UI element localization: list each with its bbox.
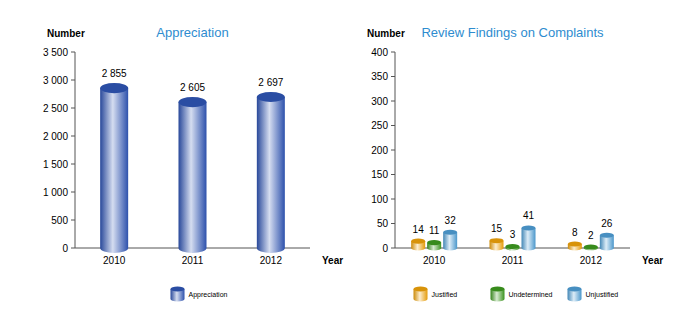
data-label: 8 xyxy=(572,227,578,238)
legend-label: Justified xyxy=(432,291,458,298)
legend-swatch-cap xyxy=(171,287,185,292)
y-tick-label: 150 xyxy=(371,169,388,180)
legend-swatch-cap xyxy=(568,287,582,292)
y-tick xyxy=(71,136,75,137)
y-tick-label: 250 xyxy=(371,120,388,131)
bar xyxy=(257,97,285,253)
data-labels: 2 855 2 605 2 697 xyxy=(102,68,284,93)
y-tick xyxy=(391,248,395,249)
y-tick xyxy=(71,52,75,53)
y-tick-label: 0 xyxy=(382,243,388,254)
y-tick-label: 300 xyxy=(371,96,388,107)
legend-label: Undetermined xyxy=(509,291,553,298)
y-tick-label: 200 xyxy=(371,145,388,156)
y-tick-label: 1 500 xyxy=(43,159,68,170)
y-tick-label: 1 000 xyxy=(43,187,68,198)
bar xyxy=(522,228,536,251)
x-axis-label: Year xyxy=(642,255,663,266)
y-tick-label: 3 000 xyxy=(43,75,68,86)
bar-cap xyxy=(568,242,582,247)
data-label: 2 605 xyxy=(180,82,205,93)
bar-cap xyxy=(600,233,614,238)
bar xyxy=(179,102,207,253)
data-label: 32 xyxy=(445,215,457,226)
bar-cap xyxy=(100,83,128,93)
chart-canvas: AppreciationNumberYear05001 0001 5002 00… xyxy=(0,0,700,331)
y-tick xyxy=(71,220,75,221)
y-tick-label: 3 500 xyxy=(43,47,68,58)
y-tick xyxy=(391,52,395,53)
data-label: 2 xyxy=(588,230,594,241)
y-tick xyxy=(391,125,395,126)
data-label: 2 855 xyxy=(102,68,127,79)
bar xyxy=(100,88,128,253)
chart-1: Review Findings on Complaints Number Year 0… xyxy=(367,25,663,302)
chart-0: Appreciation Number Year 0 500 1 000 1 500 2 00… xyxy=(43,25,343,302)
y-axis xyxy=(75,52,76,248)
x-tick-label: 2010 xyxy=(103,255,126,266)
plot-area xyxy=(411,225,614,250)
bar xyxy=(443,232,457,250)
y-tick xyxy=(391,223,395,224)
y-tick xyxy=(71,192,75,193)
bar-cap xyxy=(506,244,520,249)
chart-title: Review Findings on Complaints xyxy=(421,25,604,40)
bar-cap xyxy=(490,238,504,243)
y-tick xyxy=(391,101,395,102)
y-axis-label: Number xyxy=(47,28,85,39)
data-label: 15 xyxy=(491,223,503,234)
y-tick-label: 0 xyxy=(62,243,68,254)
y-axis xyxy=(395,52,396,248)
x-tick-label: 2010 xyxy=(423,255,446,266)
chart-title: Appreciation xyxy=(156,25,228,40)
bar-cap xyxy=(443,230,457,235)
y-tick-label: 500 xyxy=(51,215,68,226)
y-tick xyxy=(391,174,395,175)
data-label: 11 xyxy=(429,225,440,236)
x-tick-label: 2012 xyxy=(580,255,603,266)
x-axis-label: Year xyxy=(322,255,343,266)
y-tick-label: 2 500 xyxy=(43,103,68,114)
legend-label: Unjustified xyxy=(586,291,619,299)
legend-swatch-cap xyxy=(491,287,505,292)
data-label: 3 xyxy=(510,229,516,240)
data-label: 26 xyxy=(601,218,613,229)
legend: Appreciation xyxy=(171,287,228,302)
data-labels: 14 11 32 15 3 41 82 26 xyxy=(413,210,613,240)
y-axis-label: Number xyxy=(367,28,405,39)
y-tick-label: 100 xyxy=(371,194,388,205)
legend-swatch-cap xyxy=(414,287,428,292)
y-tick xyxy=(71,108,75,109)
bar-cap xyxy=(427,240,441,245)
legend-label: Appreciation xyxy=(189,291,228,299)
data-label: 2 697 xyxy=(258,77,283,88)
x-tick-label: 2011 xyxy=(182,255,204,266)
x-tick-label: 2012 xyxy=(260,255,283,266)
y-tick-label: 50 xyxy=(377,218,389,229)
bar-cap xyxy=(411,239,425,244)
y-tick xyxy=(71,80,75,81)
y-tick xyxy=(391,199,395,200)
y-tick-label: 2 000 xyxy=(43,131,68,142)
y-tick xyxy=(71,164,75,165)
legend: Justified Undetermined Unjustified xyxy=(414,287,619,302)
y-tick-label: 350 xyxy=(371,71,388,82)
plot-area xyxy=(100,83,285,253)
data-label: 14 xyxy=(413,224,425,235)
y-tick xyxy=(391,150,395,151)
bar-cap xyxy=(179,97,207,107)
bar-cap xyxy=(257,92,285,102)
bar-cap xyxy=(522,225,536,230)
y-tick-label: 400 xyxy=(371,47,388,58)
data-label: 41 xyxy=(523,210,535,221)
bar-cap xyxy=(584,245,598,250)
y-tick xyxy=(391,76,395,77)
x-tick-label: 2011 xyxy=(502,255,524,266)
y-tick xyxy=(71,248,75,249)
